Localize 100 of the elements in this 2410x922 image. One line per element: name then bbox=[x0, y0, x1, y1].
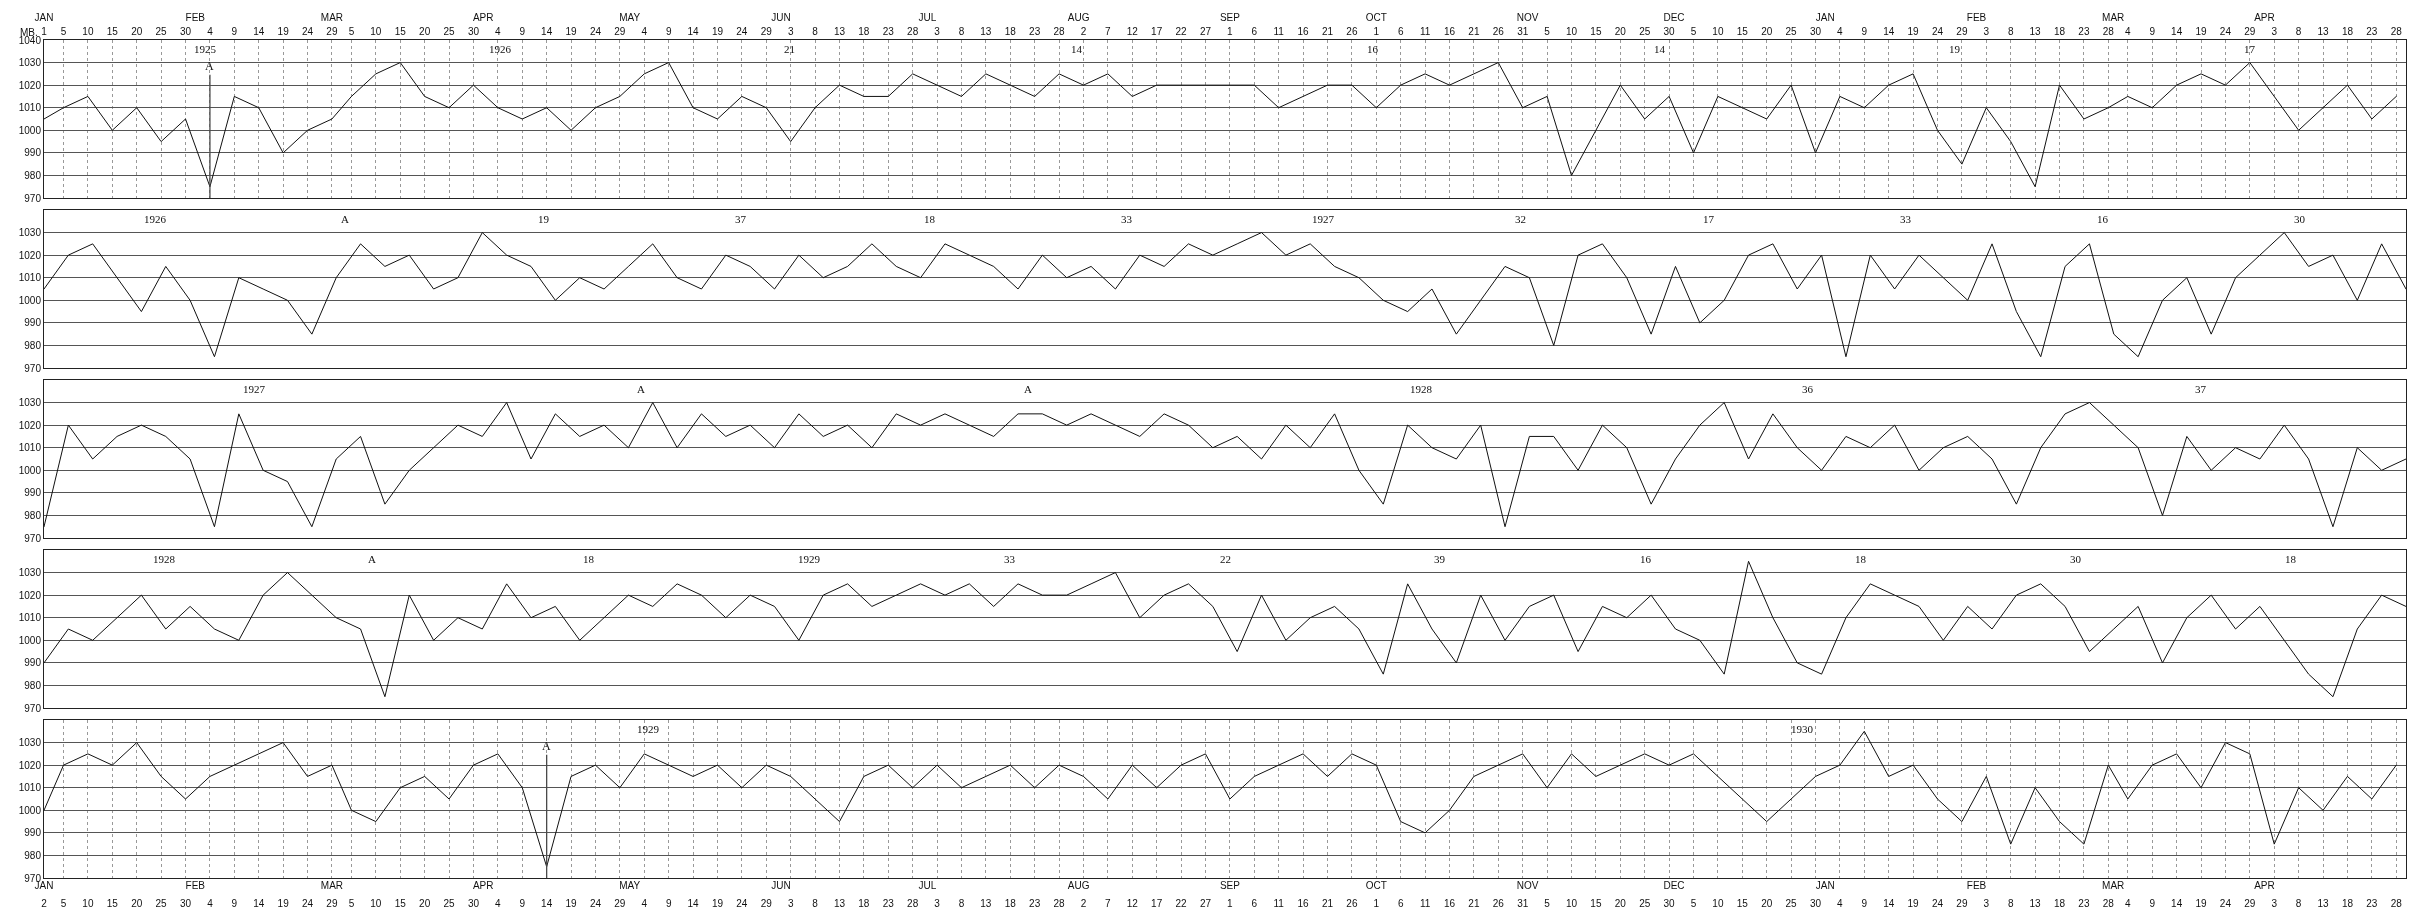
x-tick-label: 29 bbox=[760, 26, 773, 37]
x-tick-label: 14 bbox=[1883, 898, 1895, 909]
y-tick-label: 1020 bbox=[18, 589, 42, 601]
y-tick-label: 980 bbox=[24, 849, 42, 861]
annotation: 33 bbox=[1121, 213, 1133, 225]
x-tick-label: 1 bbox=[1227, 26, 1234, 37]
x2-tick-label: FEB bbox=[1966, 12, 1987, 23]
y-tick-label: 1010 bbox=[18, 102, 42, 114]
x-tick-label: 18 bbox=[858, 898, 870, 909]
x-tick-label: 11 bbox=[1419, 898, 1431, 909]
x2-tick-label: MAR bbox=[2102, 12, 2125, 23]
x-tick-label: 25 bbox=[443, 26, 456, 37]
annotation: 33 bbox=[1900, 213, 1912, 225]
y-tick-label: 1000 bbox=[18, 464, 42, 476]
annotation: 1928 bbox=[1410, 383, 1433, 395]
y-tick-label: 970 bbox=[24, 532, 42, 544]
x-tick-label: 2 bbox=[1080, 26, 1087, 37]
x-tick-label: 16 bbox=[1297, 898, 1310, 909]
y-tick-label: 990 bbox=[24, 827, 42, 839]
x-tick-label: 24 bbox=[301, 26, 314, 37]
x-tick-label: 29 bbox=[2244, 26, 2256, 37]
x-tick-label: 29 bbox=[1956, 898, 1968, 909]
x-tick-label: 21 bbox=[1468, 898, 1480, 909]
annotation: 30 bbox=[2294, 213, 2306, 225]
y-tick-label: 980 bbox=[24, 169, 42, 181]
x-tick-label: 26 bbox=[1492, 898, 1505, 909]
ref-line-label: A bbox=[205, 59, 214, 73]
y-tick-label: 1010 bbox=[18, 442, 42, 454]
x2-tick-label: NOV bbox=[1516, 880, 1539, 891]
x-tick-label: 27 bbox=[1199, 26, 1212, 37]
annotation: 21 bbox=[784, 43, 795, 55]
annotation: 39 bbox=[1434, 553, 1446, 565]
x-tick-label: 3 bbox=[934, 26, 941, 37]
x-tick-label: 3 bbox=[1983, 26, 1990, 37]
y-tick-label: 1030 bbox=[18, 737, 42, 749]
y-tick-label: 1030 bbox=[18, 567, 42, 579]
x-tick-label: 30 bbox=[1663, 898, 1676, 909]
annotation: 18 bbox=[583, 553, 595, 565]
x-tick-label: 12 bbox=[1126, 26, 1139, 37]
x-tick-label: 9 bbox=[665, 26, 672, 37]
x-tick-label: 14 bbox=[541, 26, 553, 37]
x-tick-label: 5 bbox=[60, 26, 67, 37]
x-tick-label: 4 bbox=[641, 26, 648, 37]
x-tick-label: 4 bbox=[2125, 898, 2132, 909]
annotation: 16 bbox=[1367, 43, 1379, 55]
x-tick-label: 6 bbox=[1397, 26, 1404, 37]
x-tick-label: 13 bbox=[980, 898, 992, 909]
x-tick-label: 15 bbox=[1736, 26, 1749, 37]
x-tick-label: 24 bbox=[301, 898, 314, 909]
x-tick-label: 19 bbox=[565, 898, 578, 909]
x2-tick-label: MAY bbox=[619, 12, 641, 23]
x-tick-label: 19 bbox=[277, 898, 290, 909]
x-tick-label: 13 bbox=[833, 26, 846, 37]
x-tick-label: 5 bbox=[1690, 898, 1697, 909]
y-tick-label: 990 bbox=[24, 147, 42, 159]
x-tick-label: 23 bbox=[1029, 898, 1041, 909]
annotation: 17 bbox=[1703, 213, 1715, 225]
y-tick-label: 1030 bbox=[18, 397, 42, 409]
x-tick-label: 13 bbox=[980, 26, 992, 37]
x-tick-label: 14 bbox=[541, 898, 553, 909]
x-tick-label: 5 bbox=[1544, 898, 1551, 909]
x-tick-label: 25 bbox=[1785, 898, 1798, 909]
x-tick-label: 18 bbox=[2341, 26, 2354, 37]
x-tick-label: 15 bbox=[106, 26, 119, 37]
x-tick-label: 28 bbox=[2102, 898, 2115, 909]
x2-tick-label: DEC bbox=[1663, 12, 1685, 23]
x2-tick-label: OCT bbox=[1365, 12, 1387, 23]
x-tick-label: 9 bbox=[519, 26, 526, 37]
x-tick-label: 28 bbox=[2390, 898, 2403, 909]
x-tick-label: 17 bbox=[1151, 26, 1163, 37]
x-tick-label: 24 bbox=[589, 26, 602, 37]
x2-tick-label: FEB bbox=[1966, 880, 1987, 891]
x-tick-label: 23 bbox=[2366, 26, 2378, 37]
annotation: 1926 bbox=[489, 43, 512, 55]
x-tick-label: 8 bbox=[958, 898, 965, 909]
x2-tick-label: MAR bbox=[320, 880, 344, 891]
y-tick-label: 1010 bbox=[18, 612, 42, 624]
line-series bbox=[44, 232, 2406, 358]
x-tick-label: 25 bbox=[155, 898, 168, 909]
x-tick-label: 4 bbox=[495, 898, 502, 909]
x-tick-label: 13 bbox=[2317, 898, 2330, 909]
x-tick-label: 19 bbox=[2195, 898, 2208, 909]
x-tick-label: 8 bbox=[812, 898, 819, 909]
x-tick-label: 9 bbox=[1861, 898, 1868, 909]
x-tick-label: 29 bbox=[760, 898, 773, 909]
x2-tick-label: NOV bbox=[1516, 12, 1539, 23]
x-tick-label: 29 bbox=[326, 898, 338, 909]
x-tick-label: 2 bbox=[41, 898, 48, 909]
annotation: 19 bbox=[1949, 43, 1961, 55]
x2-tick-label: MAR bbox=[320, 12, 344, 23]
x-tick-label: 26 bbox=[1346, 898, 1358, 909]
x-tick-label: 14 bbox=[253, 898, 265, 909]
x-tick-label: 3 bbox=[1983, 898, 1990, 909]
x-tick-label: 25 bbox=[1639, 26, 1651, 37]
annotation: A bbox=[341, 213, 349, 225]
y-tick-label: 1020 bbox=[18, 79, 42, 91]
x-tick-label: 17 bbox=[1151, 898, 1163, 909]
ref-line-label: A bbox=[542, 739, 551, 753]
x-tick-label: 24 bbox=[2219, 898, 2232, 909]
x-tick-label: 19 bbox=[1907, 898, 1920, 909]
